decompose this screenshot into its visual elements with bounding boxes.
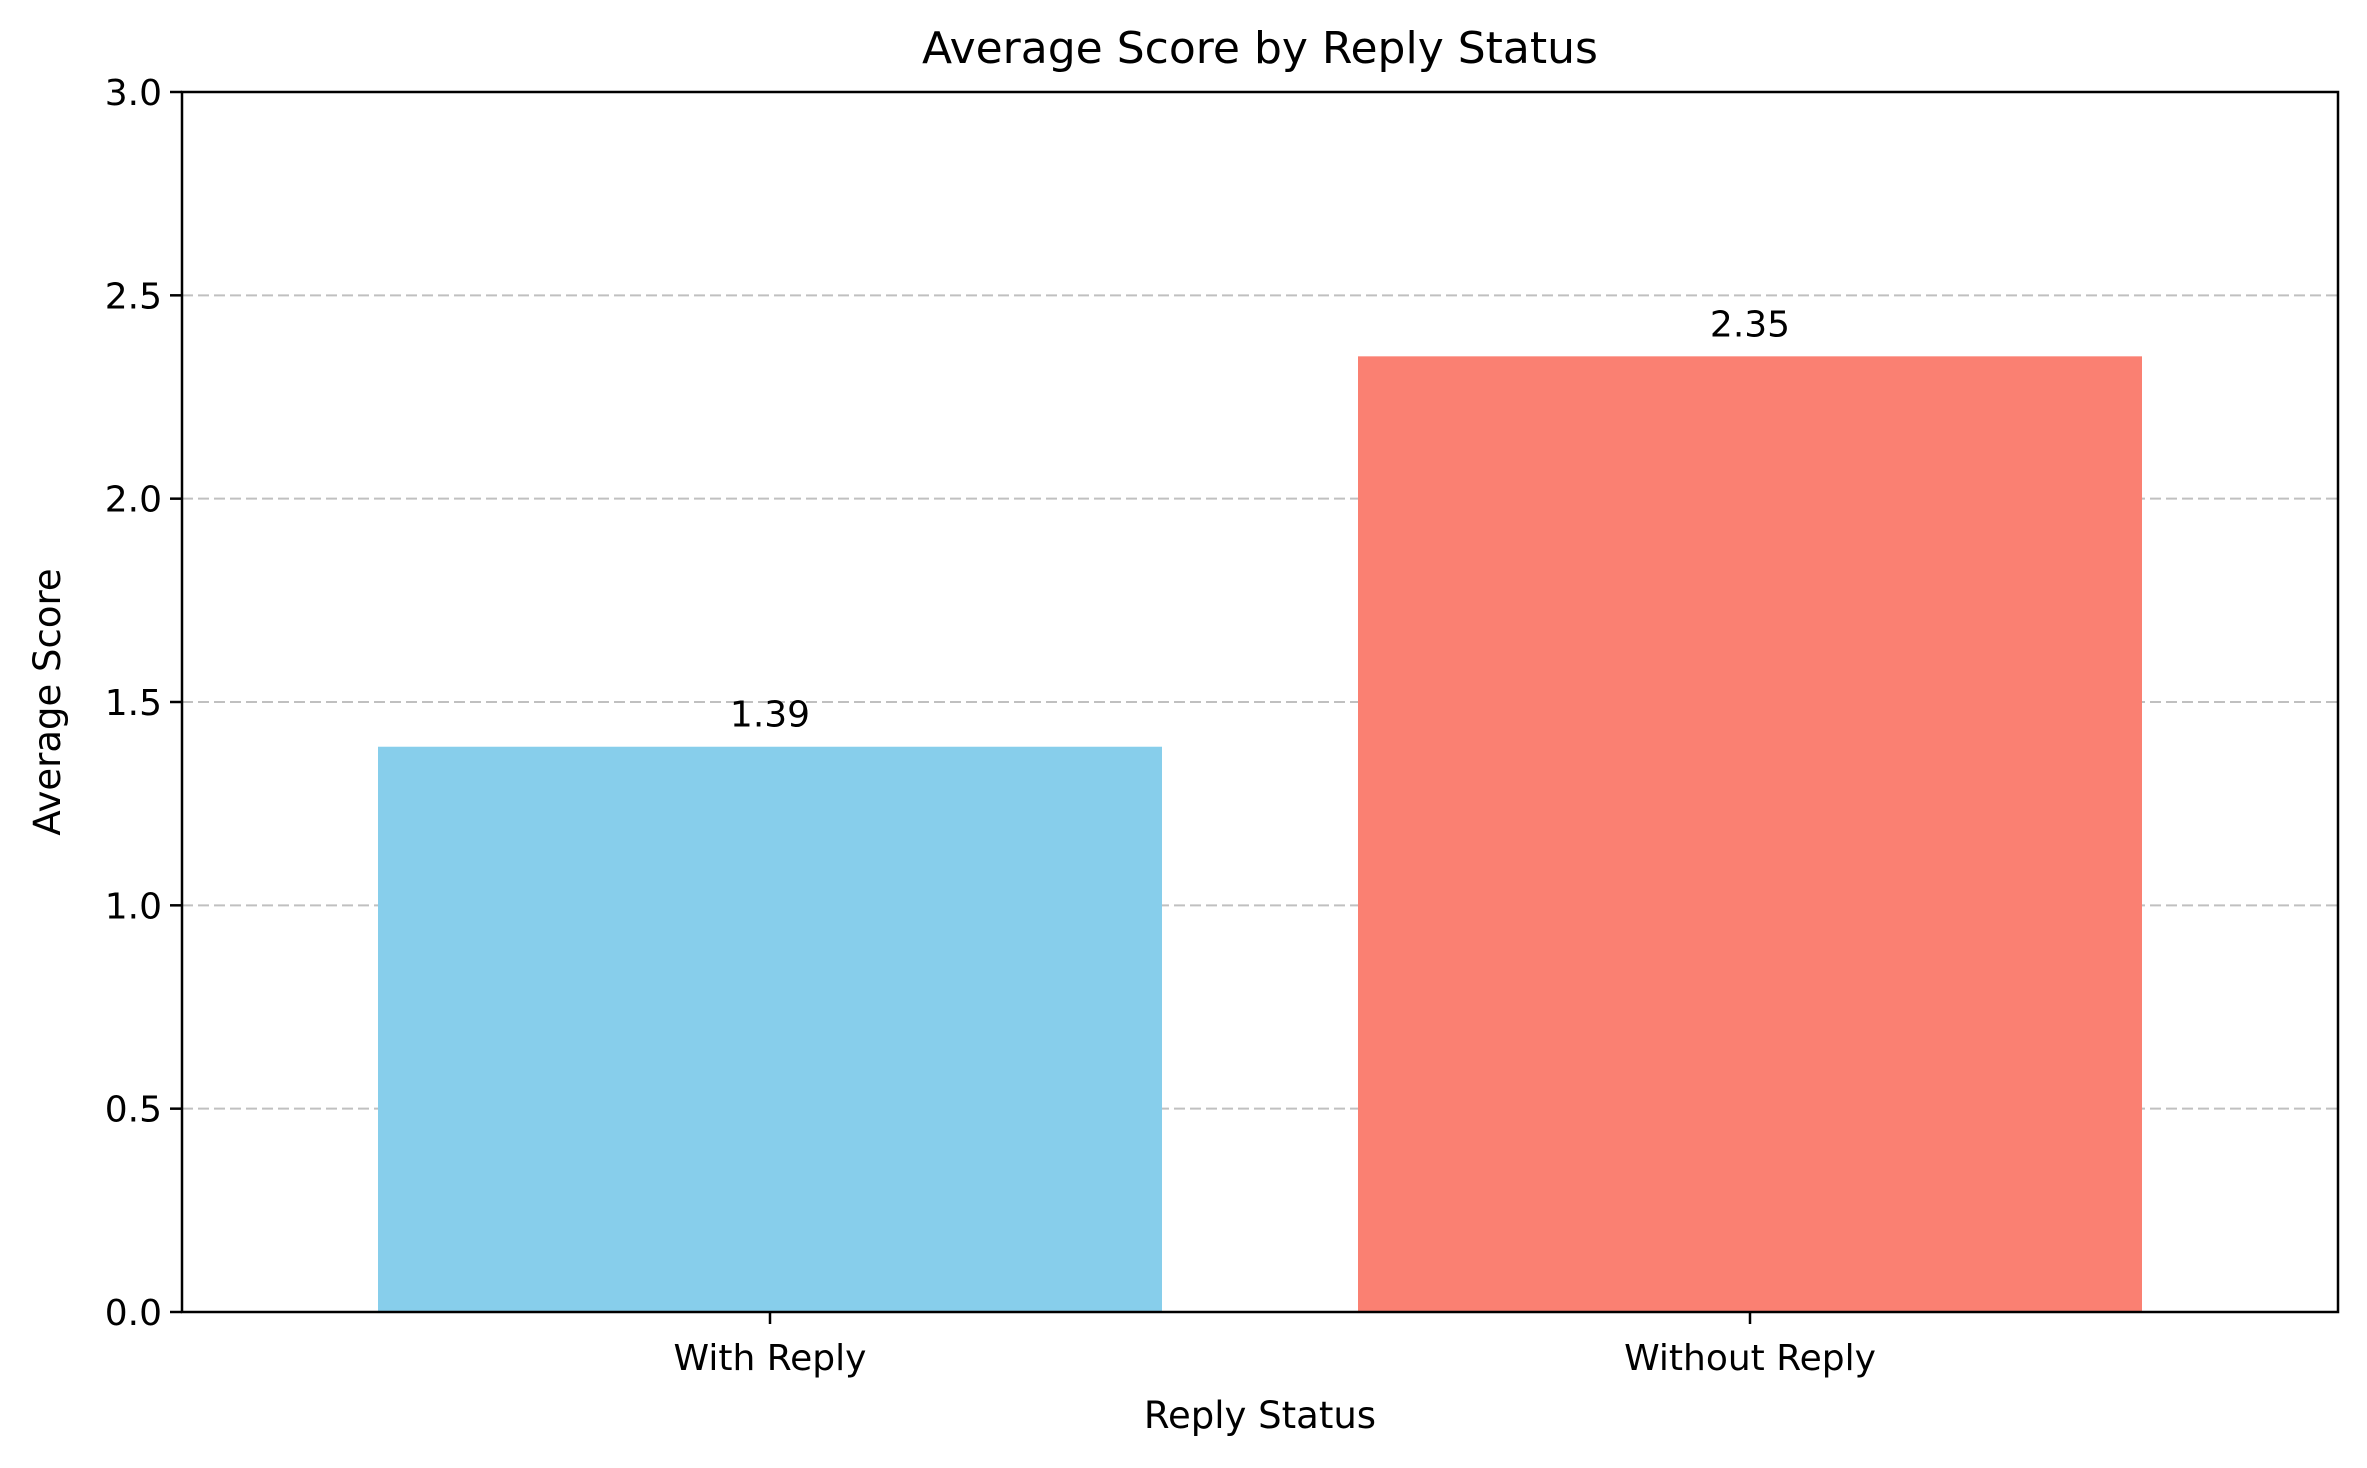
y-tick-label: 3.0 [105,73,162,114]
x-axis-ticks: With Reply Without Reply [674,1312,1876,1379]
y-axis-label: Average Score [26,568,69,835]
bar-with-reply [378,746,1162,1312]
bar-without-reply [1358,356,2142,1312]
data-label: 1.39 [730,695,810,736]
y-axis-ticks: 0.0 0.5 1.0 1.5 2.0 2.5 3.0 [105,73,182,1334]
x-tick-label: With Reply [674,1338,867,1379]
data-label: 2.35 [1710,304,1790,345]
x-tick-label: Without Reply [1624,1338,1876,1379]
data-labels: 1.39 2.35 [730,304,1790,735]
y-tick-label: 0.0 [105,1293,162,1334]
chart-title: Average Score by Reply Status [922,23,1598,74]
bars [378,356,2142,1312]
y-tick-label: 2.0 [105,480,162,521]
y-tick-label: 0.5 [105,1090,162,1131]
y-tick-label: 1.0 [105,886,162,927]
x-axis-label: Reply Status [1144,1394,1376,1437]
y-tick-label: 2.5 [105,276,162,317]
y-tick-label: 1.5 [105,683,162,724]
